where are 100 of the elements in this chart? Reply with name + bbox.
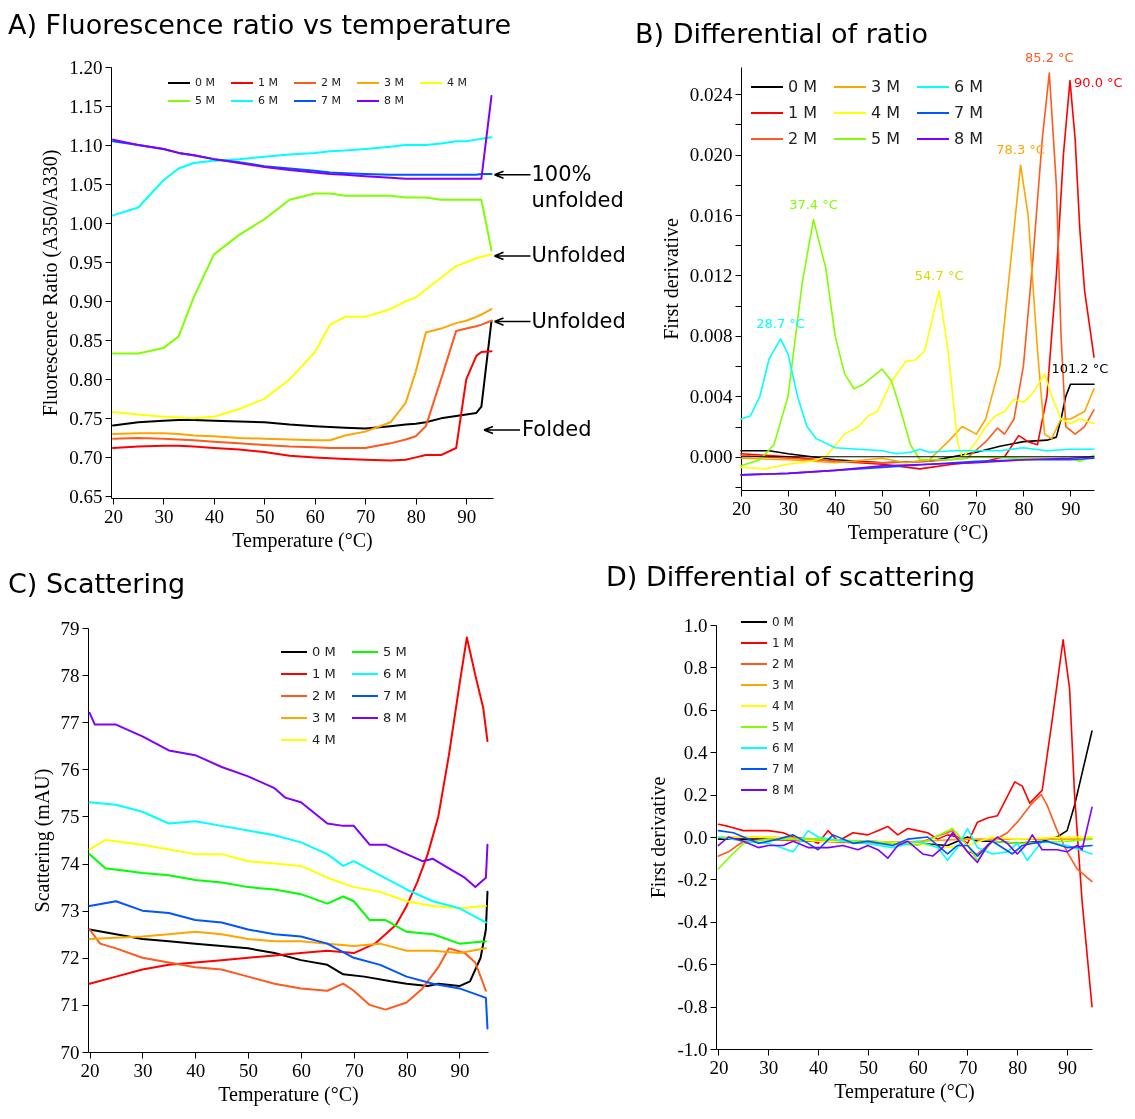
legend-label: 7 M xyxy=(383,688,407,703)
legend-label: 1 M xyxy=(258,76,278,89)
legend-label: 4 M xyxy=(312,732,336,747)
y-tick-label: 75 xyxy=(60,805,80,827)
y-tick-label: -1.0 xyxy=(677,1038,708,1060)
y-tick-label: 0.6 xyxy=(683,699,708,721)
legend-label: 7 M xyxy=(321,94,341,107)
text: Folded xyxy=(522,417,592,441)
x-tick-label: 40 xyxy=(826,497,846,519)
y-tick-label: 0.020 xyxy=(689,144,733,166)
chart-title: C) Scattering xyxy=(8,568,186,599)
y-tick-label: -0.4 xyxy=(677,911,708,933)
y-tick-label: 0.70 xyxy=(69,446,103,468)
legend-label: 1 M xyxy=(312,666,336,681)
y-tick-label: 0.95 xyxy=(69,251,103,273)
legend-label: 5 M xyxy=(772,720,794,734)
x-tick-label: 70 xyxy=(967,497,987,519)
annotation: 54.7 °C xyxy=(914,267,964,283)
x-tick-label: 20 xyxy=(104,505,124,527)
y-tick-label: 74 xyxy=(60,853,80,875)
legend-label: 8 M xyxy=(384,94,404,107)
legend-label: 0 M xyxy=(788,77,818,96)
annotation: 85.2 °C xyxy=(1024,50,1074,66)
y-tick-label: 0.0 xyxy=(683,826,708,848)
y-tick-label: 1.00 xyxy=(69,212,103,234)
y-tick-label: 1.0 xyxy=(683,614,708,636)
y-tick-label: 1.10 xyxy=(69,134,103,156)
legend-label: 8 M xyxy=(383,710,407,725)
y-tick-label: 0.8 xyxy=(683,656,708,678)
legend-label: 8 M xyxy=(772,783,794,797)
x-tick-label: 50 xyxy=(858,1056,878,1078)
legend-label: 6 M xyxy=(258,94,278,107)
annotation: 100% unfolded xyxy=(531,161,624,212)
x-tick-label: 70 xyxy=(356,505,376,527)
chart-title: B) Differential of ratio xyxy=(635,18,928,50)
y-axis-title: Fluorescence Ratio (A350/A330) xyxy=(39,149,63,417)
y-tick-label: -0.8 xyxy=(677,996,708,1018)
x-tick-label: 30 xyxy=(779,497,799,519)
legend-label: 5 M xyxy=(195,94,215,107)
legend-label: 3 M xyxy=(871,77,901,96)
y-tick-label: 79 xyxy=(60,617,80,639)
x-tick-label: 50 xyxy=(873,497,893,519)
legend-label: 5 M xyxy=(871,129,901,148)
legend-label: 0 M xyxy=(312,644,336,659)
annotation: 37.4 °C xyxy=(789,196,838,212)
legend-label: 2 M xyxy=(788,129,818,148)
y-tick-label: 0.000 xyxy=(689,446,733,468)
y-tick-label: 72 xyxy=(60,947,80,969)
x-tick-label: 20 xyxy=(80,1059,100,1081)
x-tick-label: 40 xyxy=(204,505,224,527)
x-tick-label: 20 xyxy=(732,497,751,519)
x-tick-label: 70 xyxy=(344,1059,364,1081)
legend-label: 0 M xyxy=(772,615,794,629)
y-tick-label: 0.65 xyxy=(69,485,103,507)
x-axis-title: Temperature (°C) xyxy=(218,1082,359,1106)
x-tick-label: 90 xyxy=(450,1059,470,1081)
x-tick-label: 80 xyxy=(397,1059,417,1081)
y-tick-label: 70 xyxy=(60,1041,80,1063)
annotation: Unfolded xyxy=(531,242,626,267)
chart-title: D) Differential of scattering xyxy=(606,561,976,592)
y-tick-label: 0.75 xyxy=(69,407,103,429)
legend-label: 6 M xyxy=(772,741,794,755)
y-tick-label: 73 xyxy=(60,900,80,922)
legend-label: 6 M xyxy=(954,77,984,96)
y-tick-label: 1.05 xyxy=(69,173,103,195)
x-tick-label: 30 xyxy=(759,1056,779,1078)
legend-label: 7 M xyxy=(772,762,794,776)
y-tick-label: 1.15 xyxy=(69,95,103,117)
legend-label: 2 M xyxy=(321,76,341,89)
y-tick-label: 78 xyxy=(60,664,80,686)
y-tick-label: 0.012 xyxy=(689,264,733,286)
legend-label: 3 M xyxy=(312,710,336,725)
y-tick-label: 77 xyxy=(60,711,80,733)
legend-label: 4 M xyxy=(871,103,901,122)
legend-label: 1 M xyxy=(788,103,818,122)
legend-label: 8 M xyxy=(954,129,984,148)
x-tick-label: 60 xyxy=(291,1059,311,1081)
x-tick-label: 60 xyxy=(305,505,325,527)
x-tick-label: 50 xyxy=(239,1059,259,1081)
y-tick-label: 0.024 xyxy=(689,83,733,105)
y-tick-label: 0.80 xyxy=(69,368,103,390)
x-tick-label: 40 xyxy=(809,1056,829,1078)
x-tick-label: 30 xyxy=(154,505,174,527)
y-axis-title: Scattering (mAU) xyxy=(30,768,54,913)
x-axis-title: Temperature (°C) xyxy=(232,528,373,552)
y-tick-label: 0.90 xyxy=(69,290,103,312)
y-tick-label: 1.20 xyxy=(69,56,103,78)
y-tick-label: -0.6 xyxy=(677,953,708,975)
x-tick-label: 80 xyxy=(1008,1056,1028,1078)
legend-label: 4 M xyxy=(772,699,794,713)
y-tick-label: 0.85 xyxy=(69,329,103,351)
x-tick-label: 50 xyxy=(255,505,275,527)
x-tick-label: 30 xyxy=(133,1059,153,1081)
y-tick-label: 0.2 xyxy=(683,784,708,806)
x-tick-label: 90 xyxy=(1058,1056,1078,1078)
y-tick-label: 0.004 xyxy=(689,385,733,407)
legend-label: 1 M xyxy=(772,636,794,650)
legend-label: 6 M xyxy=(383,666,407,681)
x-axis-title: Temperature (°C) xyxy=(834,1079,975,1103)
legend-label: 0 M xyxy=(195,76,215,89)
